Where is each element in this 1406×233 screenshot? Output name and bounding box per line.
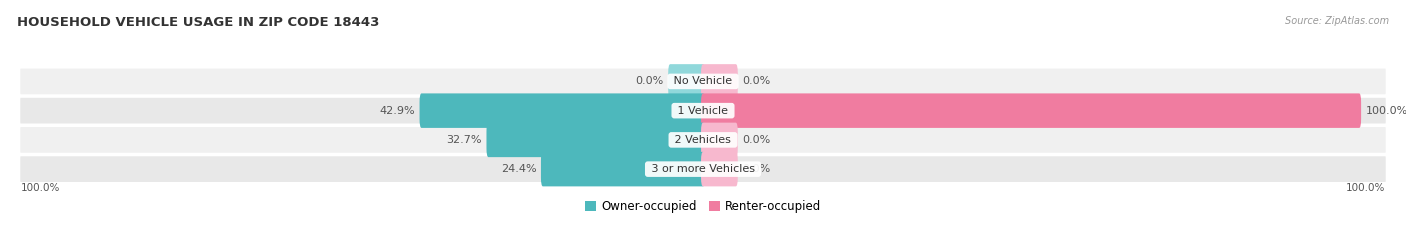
Text: 0.0%: 0.0% [742, 76, 770, 86]
FancyBboxPatch shape [20, 156, 1386, 182]
FancyBboxPatch shape [419, 93, 704, 128]
FancyBboxPatch shape [702, 64, 738, 99]
Text: Source: ZipAtlas.com: Source: ZipAtlas.com [1285, 16, 1389, 26]
Text: 24.4%: 24.4% [501, 164, 536, 174]
FancyBboxPatch shape [702, 93, 1361, 128]
Text: 2 Vehicles: 2 Vehicles [671, 135, 735, 145]
Text: 0.0%: 0.0% [636, 76, 664, 86]
FancyBboxPatch shape [702, 123, 738, 157]
FancyBboxPatch shape [20, 127, 1386, 153]
Text: 0.0%: 0.0% [742, 135, 770, 145]
Text: 100.0%: 100.0% [1346, 183, 1385, 193]
Text: 3 or more Vehicles: 3 or more Vehicles [648, 164, 758, 174]
Text: 100.0%: 100.0% [1365, 106, 1406, 116]
FancyBboxPatch shape [20, 98, 1386, 123]
FancyBboxPatch shape [541, 152, 704, 186]
Text: 100.0%: 100.0% [21, 183, 60, 193]
Text: 32.7%: 32.7% [446, 135, 482, 145]
FancyBboxPatch shape [668, 64, 704, 99]
FancyBboxPatch shape [702, 152, 738, 186]
FancyBboxPatch shape [20, 69, 1386, 94]
Text: 1 Vehicle: 1 Vehicle [675, 106, 731, 116]
Legend: Owner-occupied, Renter-occupied: Owner-occupied, Renter-occupied [579, 195, 827, 218]
Text: No Vehicle: No Vehicle [671, 76, 735, 86]
Text: HOUSEHOLD VEHICLE USAGE IN ZIP CODE 18443: HOUSEHOLD VEHICLE USAGE IN ZIP CODE 1844… [17, 16, 380, 29]
Text: 42.9%: 42.9% [380, 106, 415, 116]
FancyBboxPatch shape [486, 123, 704, 157]
Text: 0.0%: 0.0% [742, 164, 770, 174]
